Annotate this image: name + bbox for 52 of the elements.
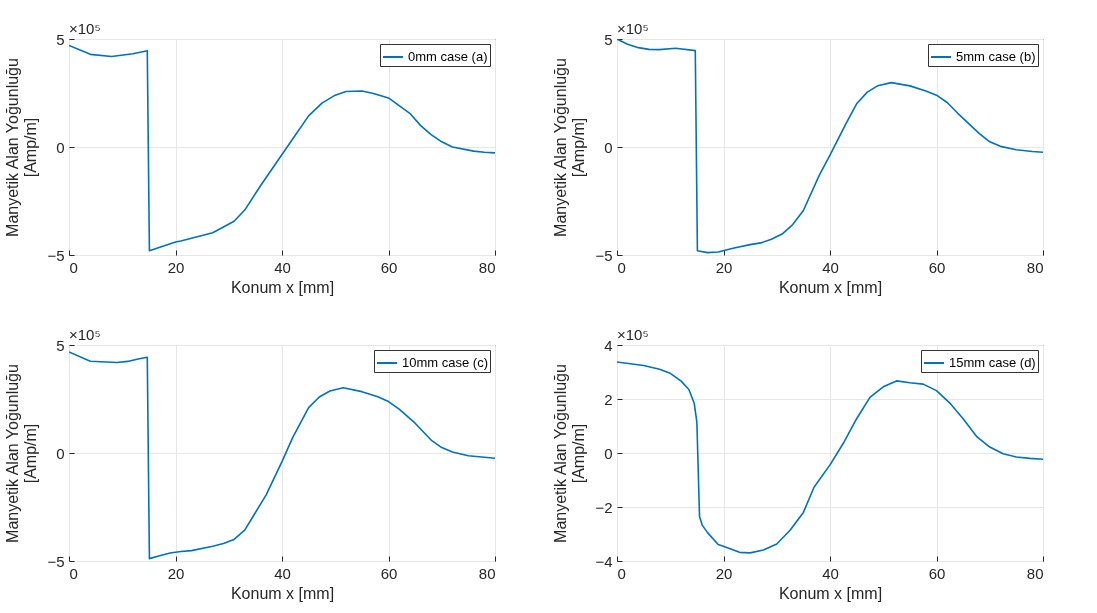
x-tick-label: 20	[167, 564, 185, 582]
x-axis-title: Konum x [mm]	[230, 278, 335, 296]
x-tick-label: 0	[617, 258, 626, 276]
x-tick-label: 20	[715, 258, 733, 276]
x-tick-label: 80	[478, 564, 496, 582]
x-tick-label: 40	[274, 564, 291, 582]
legend-label: 0mm case (a)	[408, 49, 488, 64]
y-axis-title: Manyetik Alan Yoğunluğu [Amp/m]	[552, 364, 588, 543]
y-tick-label: 5	[604, 30, 613, 48]
text: ×10⁵	[617, 326, 649, 343]
x-tick-label: 80	[1026, 258, 1044, 276]
y-tick-label: −5	[595, 246, 613, 264]
y-tick-label: 0	[56, 138, 65, 156]
legend-label: 5mm case (b)	[956, 49, 1036, 64]
y-tick-label: −5	[47, 552, 65, 570]
x-tick-label: 40	[274, 258, 291, 276]
y-axis-title: Manyetik Alan Yoğunluğu [Amp/m]	[552, 58, 588, 237]
x-tick-label: 0	[617, 564, 626, 582]
y-tick-label: 0	[604, 444, 613, 462]
text: ×10⁵	[69, 20, 101, 37]
y-axis-title: Manyetik Alan Yoğunluğu [Amp/m]	[4, 364, 40, 543]
y-tick-label: −5	[47, 246, 65, 264]
x-tick-label: 20	[715, 564, 733, 582]
x-axis-title: Konum x [mm]	[778, 584, 883, 602]
x-tick-label: 0	[69, 564, 78, 582]
y-tick-label: 5	[56, 336, 65, 354]
line-series	[617, 39, 1043, 254]
legend-label: 10mm case (c)	[402, 355, 488, 370]
x-tick-label: 60	[380, 258, 398, 276]
y-axis-title: Manyetik Alan Yoğunluğu [Amp/m]	[4, 58, 40, 237]
y-tick-label: 0	[604, 138, 613, 156]
x-tick-label: 80	[1026, 564, 1044, 582]
y-tick-label: 5	[56, 30, 65, 48]
x-tick-label: 60	[928, 258, 946, 276]
y-tick-label: −2	[595, 498, 613, 516]
x-tick-label: 40	[822, 564, 839, 582]
x-tick-label: 40	[822, 258, 839, 276]
line-series	[69, 44, 495, 252]
y-tick-label: 4	[604, 336, 613, 354]
legend-label: 15mm case (d)	[949, 355, 1036, 370]
x-tick-label: 0	[69, 258, 78, 276]
text: ×10⁵	[617, 20, 649, 37]
x-tick-label: 60	[928, 564, 946, 582]
y-tick-label: 2	[604, 390, 613, 408]
x-tick-label: 60	[380, 564, 398, 582]
text: ×10⁵	[69, 326, 101, 343]
x-tick-label: 80	[478, 258, 496, 276]
x-axis-title: Konum x [mm]	[778, 278, 883, 296]
x-tick-label: 20	[167, 258, 185, 276]
x-axis-title: Konum x [mm]	[230, 584, 335, 602]
y-tick-label: 0	[56, 444, 65, 462]
y-tick-label: −4	[595, 552, 613, 570]
